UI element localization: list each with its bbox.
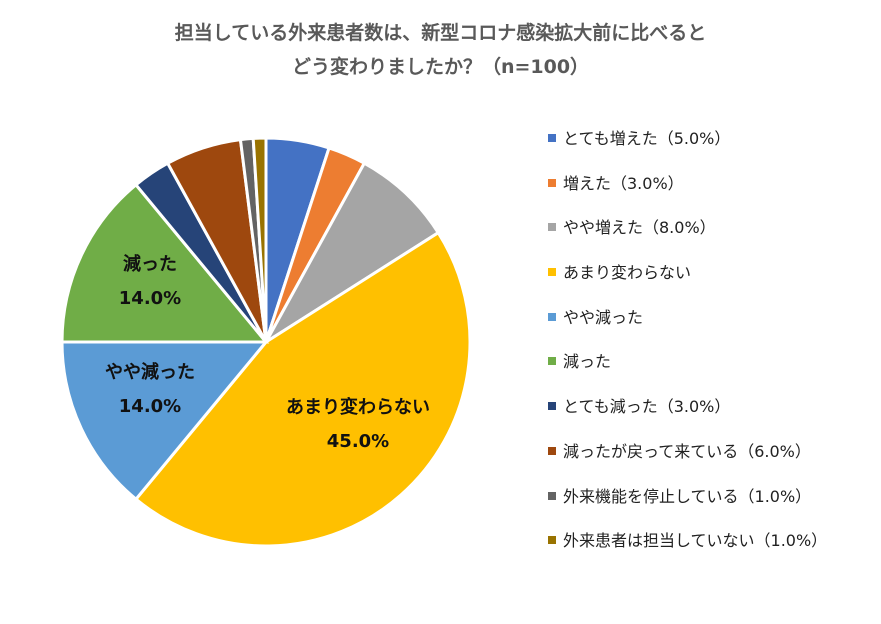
legend-marker (548, 268, 556, 277)
slice-label-name-5: 減った (123, 253, 177, 275)
legend-label: 増えた（3.0%） (563, 173, 684, 193)
pie-slice-9 (251, 136, 268, 343)
legend-marker (548, 536, 556, 545)
chart-title-line-2: どう変わりましたか？（n=100） (291, 56, 590, 78)
legend-item-totemo-hetta: とても減った（3.0%） (548, 392, 878, 437)
legend-item-fueta: 増えた（3.0%） (548, 169, 878, 214)
legend-marker (548, 402, 556, 411)
legend: とても増えた（5.0%） 増えた（3.0%） やや増えた（8.0%） あまり変わ… (548, 124, 878, 571)
legend-label: 減ったが戻って来ている（6.0%） (563, 441, 811, 461)
legend-item-gairai-tantou-shiteinai: 外来患者は担当していない（1.0%） (548, 526, 878, 571)
legend-item-totemo-fueta: とても増えた（5.0%） (548, 124, 878, 169)
legend-label: やや減った (563, 307, 644, 327)
legend-marker (548, 491, 556, 500)
legend-item-yaya-hetta: やや減った (548, 303, 878, 348)
slice-label-name-3: あまり変わらない (286, 396, 430, 418)
legend-label: 外来患者は担当していない（1.0%） (563, 531, 828, 551)
legend-label: 外来機能を停止している（1.0%） (563, 486, 812, 506)
legend-marker (548, 312, 556, 321)
legend-label: 減った (563, 352, 612, 372)
slice-label-pct-5: 14.0% (119, 288, 181, 309)
pie-slice-4 (60, 340, 270, 502)
slice-label-name-4: やや減った (105, 361, 195, 383)
legend-label: とても減った（3.0%） (563, 397, 731, 417)
legend-item-gairai-teishi: 外来機能を停止している（1.0%） (548, 482, 878, 527)
legend-marker (548, 134, 556, 142)
legend-marker (548, 223, 556, 232)
slice-label-pct-3: 45.0% (327, 431, 389, 452)
legend-item-amari-kawaranai: あまり変わらない (548, 258, 878, 303)
legend-label: やや増えた（8.0%） (563, 218, 716, 238)
pie-slice-2 (264, 161, 441, 344)
legend-label: とても増えた（5.0%） (563, 129, 731, 148)
legend-marker (548, 446, 556, 455)
legend-marker (548, 178, 556, 187)
legend-label: あまり変わらない (563, 263, 692, 283)
pie-slice-5 (60, 182, 270, 344)
pie-slice-3 (133, 230, 472, 548)
legend-marker (548, 357, 556, 366)
chart-title: 担当している外来患者数は、新型コロナ感染拡大前に比べると どう変わりましたか？（… (0, 16, 881, 84)
legend-item-hetta: 減った (548, 347, 878, 392)
legend-item-hetta-ga-modotte: 減ったが戻って来ている（6.0%） (548, 437, 878, 482)
legend-item-yaya-fueta: やや増えた（8.0%） (548, 213, 878, 258)
slice-label-pct-4: 14.0% (119, 396, 181, 417)
chart-title-line-1: 担当している外来患者数は、新型コロナ感染拡大前に比べると (174, 22, 707, 44)
